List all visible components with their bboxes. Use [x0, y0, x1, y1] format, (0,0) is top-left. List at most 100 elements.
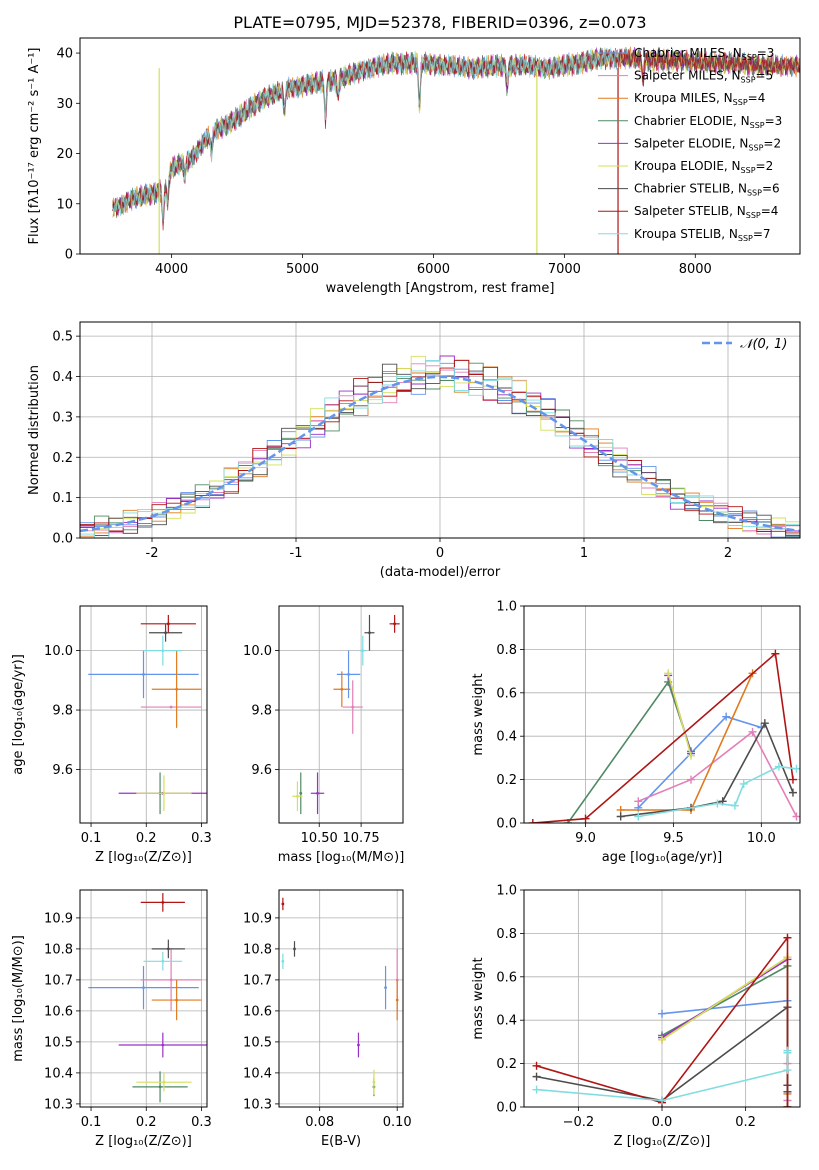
y-tick-label: 0.8 — [496, 927, 517, 942]
point-marker — [293, 947, 296, 951]
weight-line-salpeter_miles — [637, 730, 798, 817]
normal-curve — [80, 375, 800, 533]
histogram-kroupa_stelib — [80, 360, 800, 538]
errorbar-point-salpeter_elodie — [357, 1032, 360, 1058]
errorbar-point-salpeter_miles — [140, 705, 202, 709]
x-axis-label: (data-model)/error — [380, 565, 501, 580]
errorbar-point-kroupa_miles — [395, 979, 399, 1021]
y-tick-label: 40 — [56, 47, 73, 62]
weight-marker-chabrier_miles — [722, 712, 731, 721]
point-marker — [351, 705, 355, 709]
weight-marker-kroupa_elodie — [664, 669, 673, 678]
panel-weight_vs_age: 9.0 9.5 10.0 0.0 0.2 0.4 0.6 0.8 1.0 age [log₁₀(a… — [471, 600, 801, 865]
x-tick-label: 0.10 — [383, 1115, 412, 1130]
y-tick-label: 0.0 — [52, 532, 73, 547]
point-marker — [361, 649, 365, 652]
x-axis-label: Z [log₁₀(Z/Z⊙)] — [614, 1134, 711, 1149]
histogram-chabrier_stelib — [80, 363, 800, 536]
x-tick-label: 0.1 — [81, 831, 102, 846]
errorbar-point-chabrier_miles — [88, 965, 199, 1010]
x-tick-label: 0.3 — [191, 831, 212, 846]
y-tick-label: 9.6 — [251, 763, 272, 778]
weight-marker-kroupa_stelib — [658, 1096, 666, 1105]
legend-label-chabrier_stelib: Chabrier STELIB, NSSP=6 — [634, 182, 780, 198]
chart-layer: 4000 5000 6000 7000 8000010203040wavelength … — [11, 37, 801, 1149]
point-marker — [162, 791, 166, 795]
legend-label-tail: =6 — [762, 182, 780, 196]
y-tick-label: 0.4 — [52, 370, 73, 385]
x-axis-label: age [log₁₀(age/yr)] — [602, 850, 723, 865]
x-tick-label: 0 — [436, 546, 444, 561]
legend-label-sub: SSP — [741, 166, 756, 175]
panel-age_vs_Z: 0.1 0.2 0.3 9.6 9.8 10.0 Z [log₁₀(Z/Z⊙)] age [l… — [11, 605, 212, 865]
legend-label-main: Chabrier MILES, N — [634, 46, 742, 60]
x-tick-label: 5000 — [286, 262, 319, 277]
point-marker — [161, 959, 165, 963]
point-marker — [175, 687, 179, 691]
y-tick-label: 0.8 — [496, 643, 517, 658]
errorbar-point-chabrier_miles — [88, 650, 199, 699]
errorbar-point-kroupa_miles — [333, 671, 351, 708]
errorbar-point-kroupa_stelib — [281, 953, 285, 970]
y-axis-label: mass [log₁₀(M/M⊙)] — [11, 935, 26, 1062]
point-marker — [169, 978, 173, 982]
point-marker — [281, 959, 285, 963]
legend-label-main: Salpeter MILES, N — [634, 69, 741, 83]
errorbar-point-chabrier_stelib — [151, 939, 185, 959]
errorbar-point-kroupa_stelib — [143, 952, 183, 971]
legend-label-normal: 𝒩(0, 1) — [740, 337, 787, 352]
errorbar-point-chabrier_stelib — [364, 614, 375, 651]
residuals-legend: 𝒩(0, 1) — [702, 337, 787, 352]
weight-marker-chabrier_stelib — [616, 812, 625, 821]
errorbar-point-kroupa_stelib — [359, 635, 367, 666]
plot-area-spectrum — [112, 46, 800, 254]
x-tick-label: -1 — [290, 546, 303, 561]
weight-marker-kroupa_stelib — [774, 762, 783, 771]
x-tick-label: 10.0 — [747, 831, 776, 846]
axes-frame — [79, 321, 801, 539]
y-tick-label: 1.0 — [496, 600, 517, 615]
weight-marker-salpeter_miles — [687, 775, 696, 784]
point-marker — [164, 631, 167, 635]
x-tick-label: 0.2 — [136, 831, 157, 846]
point-marker — [340, 687, 344, 691]
legend-label-main: Salpeter STELIB, N — [634, 204, 746, 218]
point-marker — [166, 622, 170, 626]
point-marker — [372, 1080, 376, 1084]
y-tick-label: 20 — [56, 147, 73, 162]
y-tick-label: 0.6 — [496, 686, 517, 701]
axes-frame — [278, 605, 404, 824]
x-tick-label: 0.3 — [191, 1115, 212, 1130]
weight-marker-kroupa_stelib — [792, 764, 800, 773]
plot-area-age_vs_Z — [88, 614, 207, 815]
point-marker — [368, 631, 371, 635]
y-tick-label: 10.4 — [243, 1066, 272, 1081]
point-marker — [281, 902, 285, 906]
x-axis-label: E(B-V) — [321, 1134, 361, 1149]
y-tick-label: 0.4 — [496, 730, 517, 745]
weight-marker-chabrier_stelib — [532, 1072, 541, 1081]
legend-label-kroupa_stelib: Kroupa STELIB, NSSP=7 — [634, 227, 771, 243]
errorbar-point-kroupa_miles — [151, 650, 202, 728]
legend-label-tail: =5 — [756, 69, 774, 83]
y-tick-label: 10.0 — [243, 644, 272, 659]
y-tick-label: 10.8 — [243, 942, 272, 957]
x-tick-label: -2 — [146, 546, 159, 561]
legend-label-sub: SSP — [738, 234, 753, 243]
errorbar-point-kroupa_elodie — [292, 781, 303, 812]
legend-label-tail: =7 — [753, 227, 771, 241]
legend-label-sub: SSP — [746, 211, 761, 220]
plot-area-mass_vs_ebv — [281, 897, 399, 1097]
y-tick-label: 10 — [56, 197, 73, 212]
histogram-salpeter_stelib — [80, 359, 800, 534]
panel-residuals: -2 -1 0 1 2 0.0 0.1 0.2 0.3 0.4 0.5 (data-model)/er… — [27, 321, 801, 580]
weight-marker-salpeter_miles — [748, 727, 757, 736]
y-tick-label: 10.3 — [44, 1097, 73, 1112]
legend-label-tail: =3 — [765, 114, 783, 128]
weight-marker-salpeter_miles — [792, 812, 800, 821]
x-tick-label: 4000 — [155, 262, 188, 277]
y-tick-label: 10.7 — [243, 973, 272, 988]
y-tick-label: 10.7 — [44, 973, 73, 988]
errorbar-point-salpeter_stelib — [389, 614, 400, 633]
